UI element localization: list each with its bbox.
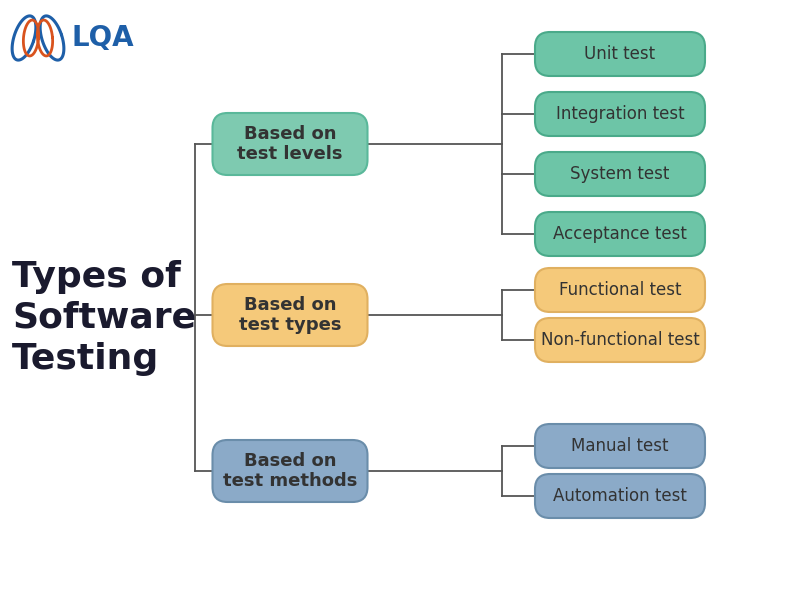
FancyBboxPatch shape	[535, 424, 705, 468]
FancyBboxPatch shape	[535, 318, 705, 362]
FancyBboxPatch shape	[535, 92, 705, 136]
Text: Based on
test types: Based on test types	[238, 296, 342, 334]
Text: Based on
test levels: Based on test levels	[238, 125, 342, 163]
Text: Non-functional test: Non-functional test	[541, 331, 699, 349]
Text: Integration test: Integration test	[556, 105, 684, 123]
Text: Functional test: Functional test	[558, 281, 682, 299]
FancyBboxPatch shape	[535, 212, 705, 256]
FancyBboxPatch shape	[535, 474, 705, 518]
Text: Unit test: Unit test	[585, 45, 655, 63]
Text: Acceptance test: Acceptance test	[553, 225, 687, 243]
FancyBboxPatch shape	[535, 152, 705, 196]
Text: Types of
Software
Testing: Types of Software Testing	[12, 260, 196, 376]
FancyBboxPatch shape	[535, 268, 705, 312]
FancyBboxPatch shape	[535, 32, 705, 76]
Text: Manual test: Manual test	[571, 437, 669, 455]
Text: Automation test: Automation test	[553, 487, 687, 505]
FancyBboxPatch shape	[213, 113, 367, 175]
Text: System test: System test	[570, 165, 670, 183]
FancyBboxPatch shape	[213, 440, 367, 502]
Text: Based on
test methods: Based on test methods	[223, 452, 357, 490]
FancyBboxPatch shape	[213, 284, 367, 346]
Text: LQA: LQA	[72, 24, 134, 52]
